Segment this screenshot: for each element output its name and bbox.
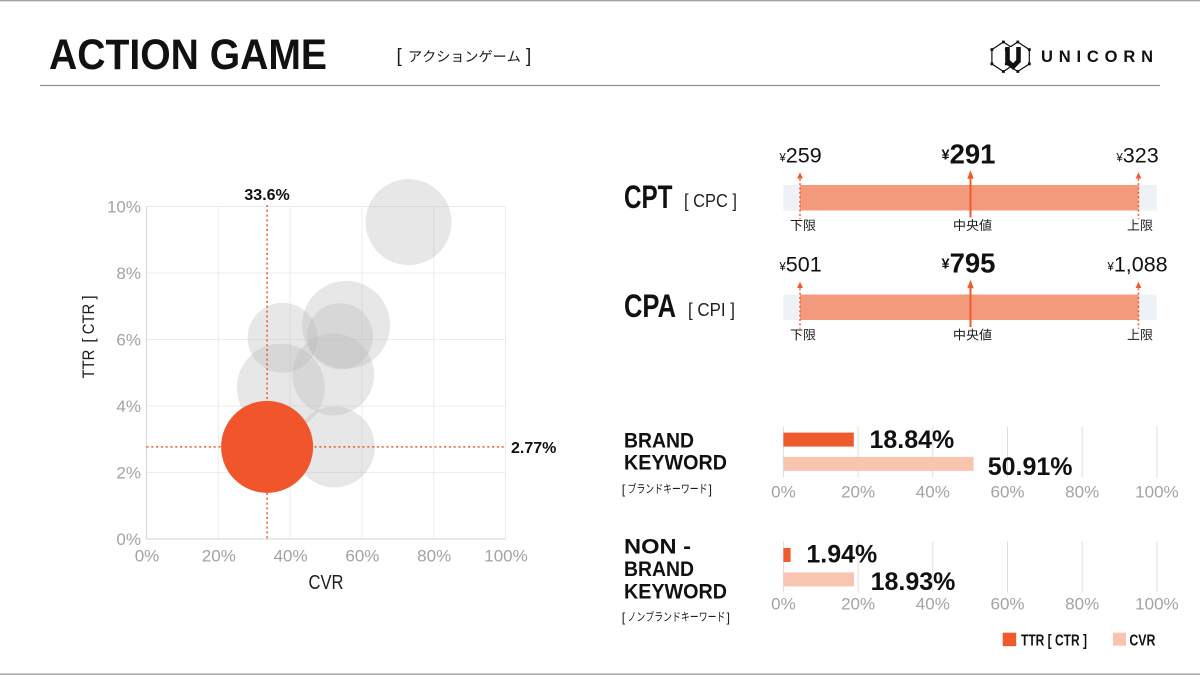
svg-text:4%: 4% <box>116 397 141 416</box>
svg-text:80%: 80% <box>417 547 451 566</box>
svg-text:100%: 100% <box>484 547 527 566</box>
svg-text:20%: 20% <box>202 547 236 566</box>
svg-text:40%: 40% <box>916 483 950 502</box>
svg-text:¥323: ¥323 <box>1115 143 1158 167</box>
svg-text:50.91%: 50.91% <box>988 453 1073 481</box>
svg-text:¥795: ¥795 <box>942 248 996 279</box>
svg-text:60%: 60% <box>345 547 379 566</box>
svg-text:100%: 100% <box>1135 595 1178 614</box>
svg-text:18.84%: 18.84% <box>870 426 955 454</box>
svg-text:TTR [ CTR ]: TTR [ CTR ] <box>79 296 98 379</box>
svg-text:]: ] <box>727 611 730 625</box>
svg-text:CVR: CVR <box>1129 633 1155 650</box>
svg-text:0%: 0% <box>771 483 796 502</box>
svg-text:[ CPI ]: [ CPI ] <box>688 300 735 320</box>
svg-text:0%: 0% <box>771 595 796 614</box>
svg-text:80%: 80% <box>1065 483 1099 502</box>
svg-text:]: ] <box>526 46 531 67</box>
svg-text:¥291: ¥291 <box>942 139 996 170</box>
svg-text:60%: 60% <box>990 483 1024 502</box>
svg-text:2%: 2% <box>116 464 141 483</box>
svg-text:¥501: ¥501 <box>778 253 821 277</box>
svg-text:CVR: CVR <box>309 572 344 594</box>
svg-text:33.6%: 33.6% <box>244 187 289 204</box>
svg-text:0%: 0% <box>135 547 160 566</box>
svg-text:40%: 40% <box>916 595 950 614</box>
svg-text:KEYWORD: KEYWORD <box>624 580 727 603</box>
svg-text:10%: 10% <box>107 198 141 217</box>
svg-text:[: [ <box>397 46 403 67</box>
svg-text:¥259: ¥259 <box>778 143 821 167</box>
svg-text:2.77%: 2.77% <box>511 440 556 457</box>
svg-text:[ CPC ]: [ CPC ] <box>684 191 737 211</box>
svg-text:6%: 6% <box>116 331 141 350</box>
svg-text:0%: 0% <box>116 530 141 549</box>
svg-text:[: [ <box>622 483 626 497</box>
svg-text:ACTION GAME: ACTION GAME <box>49 31 327 79</box>
svg-text:TTR [ CTR ]: TTR [ CTR ] <box>1021 633 1087 650</box>
svg-text:]: ] <box>709 483 712 497</box>
svg-text:UNICORN: UNICORN <box>1041 48 1153 66</box>
svg-text:20%: 20% <box>841 483 875 502</box>
svg-text:18.93%: 18.93% <box>871 568 956 596</box>
svg-text:KEYWORD: KEYWORD <box>624 451 727 474</box>
svg-text:BRAND: BRAND <box>624 429 694 452</box>
svg-text:20%: 20% <box>841 595 875 614</box>
svg-text:[: [ <box>622 611 626 625</box>
svg-text:100%: 100% <box>1135 483 1178 502</box>
svg-text:CPA: CPA <box>624 288 676 324</box>
svg-text:NON -: NON - <box>624 536 691 559</box>
svg-text:80%: 80% <box>1065 595 1099 614</box>
svg-text:60%: 60% <box>990 595 1024 614</box>
svg-text:8%: 8% <box>116 264 141 283</box>
svg-text:1.94%: 1.94% <box>806 541 877 569</box>
svg-text:40%: 40% <box>274 547 308 566</box>
svg-text:CPT: CPT <box>624 179 673 215</box>
svg-text:¥1,088: ¥1,088 <box>1106 253 1167 277</box>
svg-text:BRAND: BRAND <box>624 558 694 581</box>
